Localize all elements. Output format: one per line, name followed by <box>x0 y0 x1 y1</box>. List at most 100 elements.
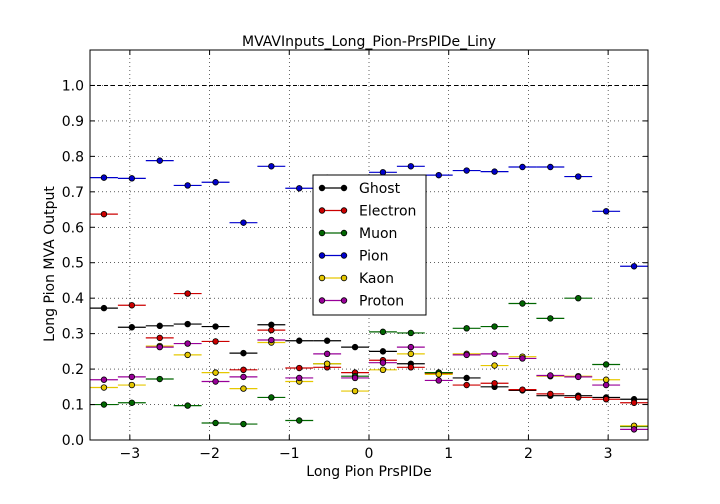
chart-title: MVAVInputs_Long_Pion-PrsPIDe_Liny <box>242 34 496 50</box>
y-tick-label: 0.7 <box>62 185 84 201</box>
y-tick-label: 0.2 <box>62 362 84 378</box>
data-point-proton <box>407 343 415 351</box>
data-point-pion <box>547 163 554 171</box>
data-point-muon <box>184 402 191 409</box>
data-point-kaon <box>379 366 387 373</box>
data-point-pion <box>379 169 387 176</box>
data-point-pion <box>240 219 247 226</box>
data-point-proton <box>100 376 108 383</box>
data-point-kaon <box>240 385 247 392</box>
legend-marker-muon <box>340 229 348 237</box>
data-point-kaon <box>351 387 359 395</box>
data-point-ghost <box>128 324 136 331</box>
x-tick-label: 2 <box>524 446 533 462</box>
data-point-muon <box>379 328 387 336</box>
y-tick-label: 0.3 <box>62 327 84 343</box>
data-point-proton <box>184 340 191 347</box>
data-point-electron <box>547 390 554 398</box>
legend-label-electron: Electron <box>359 204 416 220</box>
data-point-muon <box>240 420 247 428</box>
x-tick-label: −1 <box>279 446 300 462</box>
data-point-electron <box>491 380 498 387</box>
data-point-muon <box>296 417 303 424</box>
data-point-electron <box>100 210 108 218</box>
data-point-proton <box>156 343 163 351</box>
legend-label-muon: Muon <box>359 226 397 242</box>
data-point-proton <box>435 377 442 384</box>
legend-label-proton: Proton <box>359 294 404 310</box>
data-point-electron <box>128 302 136 309</box>
legend-label-pion: Pion <box>359 249 388 265</box>
data-points <box>90 157 648 433</box>
y-tick-label: 0.1 <box>62 398 84 414</box>
data-point-kaon <box>491 362 498 369</box>
x-tick-label: −3 <box>120 446 141 462</box>
data-point-proton <box>602 381 610 389</box>
legend-marker-ghost <box>318 184 326 192</box>
data-point-muon <box>156 375 163 383</box>
data-point-electron <box>156 334 163 342</box>
data-point-muon <box>519 300 526 307</box>
data-point-proton <box>575 373 582 381</box>
data-point-electron <box>407 364 415 371</box>
data-point-kaon <box>184 351 191 359</box>
data-point-ghost <box>240 349 247 357</box>
data-point-electron <box>212 338 219 345</box>
legend-marker-proton <box>340 297 348 304</box>
legend-marker-ghost <box>340 184 348 192</box>
data-point-pion <box>630 263 638 270</box>
axis-ticks: −3 −2 −1 0 1 2 3 0.0 0.1 0.2 0.3 0.4 0.5 0.6 0.7 0.8 0.9… <box>62 50 648 462</box>
data-point-proton <box>128 373 136 381</box>
data-point-electron <box>240 366 247 373</box>
data-point-ghost <box>212 323 219 330</box>
data-point-proton <box>379 359 387 366</box>
data-point-ghost <box>351 343 359 351</box>
x-tick-label: 1 <box>444 446 453 462</box>
series-electron <box>90 210 648 406</box>
data-point-pion <box>268 163 275 170</box>
data-point-electron <box>630 399 638 406</box>
data-point-pion <box>296 185 303 192</box>
data-point-ghost <box>184 320 191 328</box>
data-point-muon <box>407 329 415 337</box>
data-point-ghost <box>296 337 303 344</box>
data-point-pion <box>575 173 582 180</box>
data-point-kaon <box>602 376 610 383</box>
series-ghost <box>90 304 648 403</box>
data-point-proton <box>519 355 526 362</box>
data-point-proton <box>547 372 554 379</box>
data-point-pion <box>407 163 415 170</box>
data-point-pion <box>463 167 470 174</box>
data-point-kaon <box>100 384 108 391</box>
legend-marker-pion <box>340 252 348 259</box>
data-point-muon <box>491 323 498 330</box>
data-point-muon <box>268 394 275 401</box>
data-point-electron <box>575 394 582 401</box>
y-tick-label: 0.6 <box>62 220 84 236</box>
data-point-pion <box>435 171 442 179</box>
data-point-muon <box>602 361 610 368</box>
data-point-kaon <box>212 369 219 376</box>
data-point-electron <box>268 326 275 334</box>
data-point-proton <box>491 350 498 358</box>
data-point-pion <box>491 168 498 175</box>
data-point-pion <box>100 174 108 181</box>
data-point-electron <box>602 396 610 403</box>
legend: Ghost Electron Muon Pion Kaon Proton <box>312 174 427 316</box>
data-point-pion <box>184 182 191 189</box>
legend-label-kaon: Kaon <box>359 271 394 287</box>
data-point-electron <box>184 290 191 297</box>
data-point-proton <box>268 336 275 344</box>
legend-label-ghost: Ghost <box>359 181 401 197</box>
data-point-pion <box>602 208 610 215</box>
data-point-pion <box>156 157 163 164</box>
legend-marker-electron <box>318 207 326 214</box>
legend-box <box>312 174 427 316</box>
data-point-proton <box>212 378 219 385</box>
legend-marker-electron <box>340 207 348 214</box>
data-point-electron <box>463 381 470 389</box>
data-point-proton <box>351 374 359 382</box>
data-point-pion <box>519 163 526 171</box>
legend-marker-muon <box>318 229 326 237</box>
